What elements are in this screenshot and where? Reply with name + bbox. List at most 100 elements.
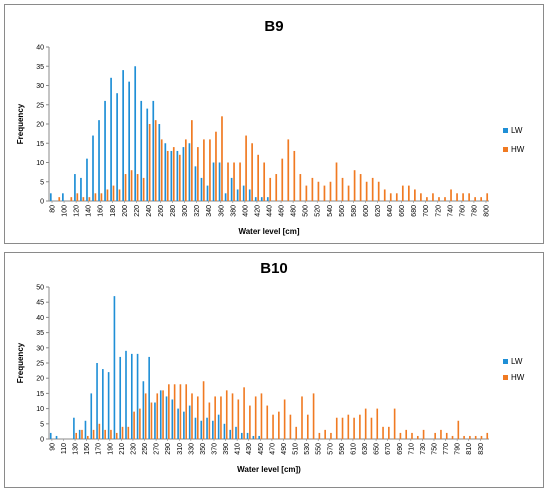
bar-hw <box>382 426 384 439</box>
bar-hw <box>324 429 326 439</box>
bar-hw <box>82 197 85 201</box>
x-tick-label: 340 <box>206 205 213 217</box>
bar-lw <box>158 124 161 201</box>
chart-b9: B9 0 5 10 15 20 25 30 35 40 Frequency 80 100 120 140 16… <box>16 18 525 236</box>
bar-hw <box>420 193 422 201</box>
bar-hw <box>450 189 452 201</box>
bar-lw <box>258 435 260 439</box>
bar-hw <box>463 435 465 439</box>
bar-hw <box>197 147 199 201</box>
bar-hw <box>115 432 118 439</box>
bar-hw <box>142 177 145 201</box>
x-tick-label: 770 <box>443 443 450 455</box>
x-tick-label: 700 <box>423 205 430 217</box>
x-tick-label: 830 <box>478 443 485 455</box>
bar-hw <box>451 435 454 439</box>
bar-hw <box>389 193 392 201</box>
bar-lw <box>212 420 214 439</box>
bar-hw <box>399 432 402 439</box>
bar-lw <box>104 100 106 201</box>
x-tick-label: 380 <box>230 205 237 217</box>
y-tick-label: 45 <box>36 300 44 307</box>
x-tick-label: 140 <box>86 205 93 217</box>
bar-hw <box>58 197 61 201</box>
bar-lw <box>206 417 208 439</box>
bar-lw <box>134 66 137 201</box>
bar-hw <box>112 185 115 201</box>
chart-title: B10 <box>260 260 288 277</box>
bar-hw <box>209 139 211 201</box>
x-tick-label: 90 <box>49 443 56 451</box>
chart-panel-b10: B10 0 5 10 15 20 25 30 35 40 45 50 Frequency 90 110 130… <box>4 252 544 488</box>
x-tick-label: 100 <box>62 205 69 217</box>
bar-lw <box>230 177 233 201</box>
bar-hw <box>133 411 135 439</box>
bar-hw <box>341 177 344 201</box>
legend-label-hw: HW <box>511 373 525 382</box>
bar-hw <box>178 154 181 201</box>
bar-lw <box>235 426 237 439</box>
bar-hw <box>444 197 446 201</box>
bar-hw <box>422 429 425 439</box>
legend-label-hw: HW <box>511 145 525 154</box>
bar-lw <box>128 81 131 201</box>
bar-hw <box>233 162 235 201</box>
x-tick-label: 720 <box>435 205 442 217</box>
bar-hw <box>401 185 404 201</box>
bar-lw <box>140 100 143 201</box>
bar-hw <box>359 414 361 439</box>
bar-hw <box>127 426 130 439</box>
bar-lw <box>107 372 110 439</box>
bar-lw <box>254 197 257 201</box>
x-tick-label: 240 <box>146 205 153 217</box>
bar-hw <box>371 177 374 201</box>
bar-lw <box>240 432 243 439</box>
y-tick-label: 30 <box>36 345 44 352</box>
bar-hw <box>317 181 320 201</box>
x-tick-label: 430 <box>246 443 253 455</box>
bar-hw <box>293 150 296 201</box>
y-tick-label: 35 <box>36 64 44 71</box>
y-tick-label: 20 <box>36 376 44 383</box>
bar-hw <box>121 426 124 439</box>
bar-hw <box>474 435 477 439</box>
bar-lw <box>92 135 94 201</box>
bar-lw <box>159 390 162 439</box>
x-tick-label: 300 <box>182 205 189 217</box>
bar-hw <box>231 393 234 439</box>
bar-hw <box>376 408 379 439</box>
bar-hw <box>221 116 223 201</box>
bar-hw <box>227 162 229 201</box>
bar-hw <box>257 154 259 201</box>
y-axis-label: Frequency <box>16 342 25 383</box>
bar-hw <box>76 193 79 201</box>
y-tick-label: 40 <box>36 45 44 52</box>
bar-hw <box>185 384 188 439</box>
bar-lw <box>113 296 116 439</box>
bar-hw <box>86 435 89 439</box>
bar-lw <box>142 381 145 439</box>
bar-hw <box>426 197 428 201</box>
bar-hw <box>266 405 269 439</box>
legend-label-lw: LW <box>511 126 523 135</box>
bar-lw <box>73 417 75 439</box>
chart-title: B9 <box>264 18 283 35</box>
y-tick-label: 10 <box>36 406 44 413</box>
x-tick-label: 600 <box>363 205 370 217</box>
bar-hw <box>445 432 448 439</box>
bar-hw <box>347 414 350 439</box>
bar-hw <box>92 429 95 439</box>
bar-hw <box>156 393 159 439</box>
x-tick-label: 400 <box>242 205 249 217</box>
x-tick-label: 520 <box>315 205 322 217</box>
bar-hw <box>289 414 292 439</box>
bar-lw <box>242 185 245 201</box>
x-tick-label: 480 <box>291 205 298 217</box>
bar-hw <box>260 393 263 439</box>
x-tick-label: 680 <box>411 205 418 217</box>
bar-hw <box>100 193 103 201</box>
bar-hw <box>329 181 332 201</box>
bar-hw <box>239 162 241 201</box>
bar-hw <box>278 411 280 439</box>
bar-hw <box>130 170 133 201</box>
